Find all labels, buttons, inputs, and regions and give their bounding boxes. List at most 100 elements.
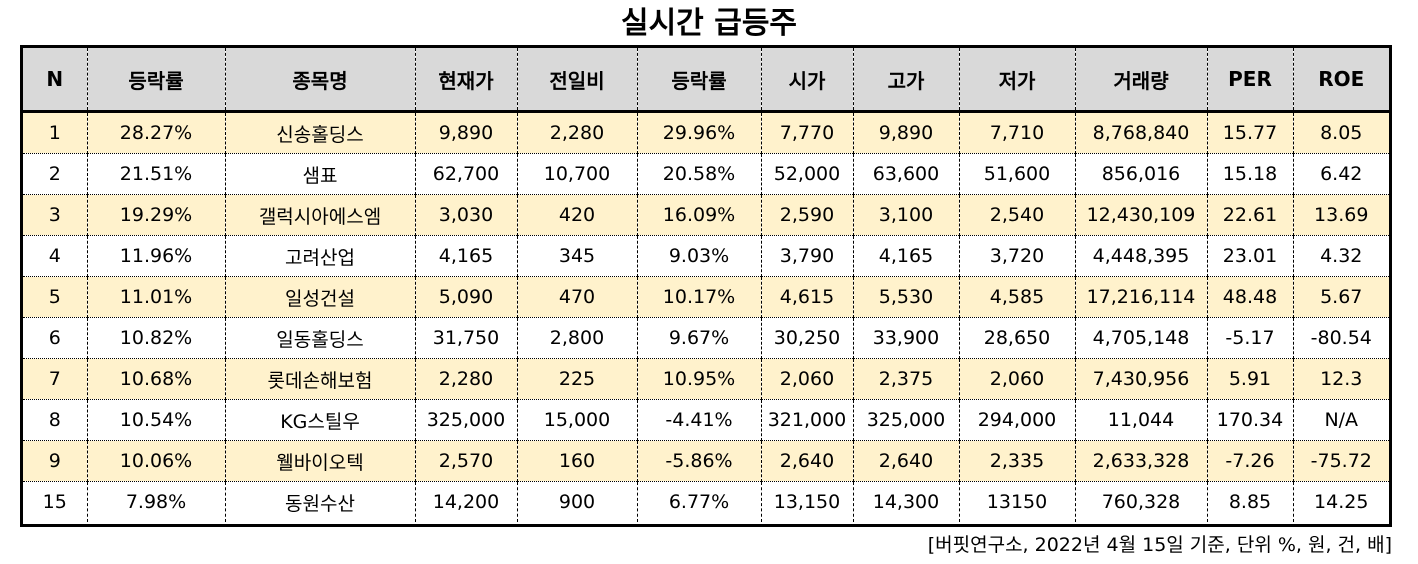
column-header-col-per: PER (1206, 48, 1293, 113)
table-cell-col-current-price: 2,280 (414, 358, 517, 400)
table-cell-col-per: 8.85 (1206, 481, 1293, 522)
table-cell-col-open: 13,150 (760, 481, 853, 522)
table-cell-col-high: 5,530 (852, 276, 959, 318)
table-cell-col-open: 321,000 (760, 399, 853, 441)
table-cell-col-open: 3,790 (760, 235, 853, 277)
table-cell-col-current-price: 31,750 (414, 317, 517, 359)
table-cell-col-roe: N/A (1292, 399, 1389, 441)
table-row: 6 10.82% 일동홀딩스 31,750 2,800 9.67% 30,250 33,900… (23, 317, 1389, 359)
table-cell-col-high: 325,000 (852, 399, 959, 441)
table-cell-col-stock-name: 갤럭시아에스엠 (224, 194, 415, 236)
table-cell-col-current-price: 2,570 (414, 440, 517, 482)
table-cell-col-stock-name: 웰바이오텍 (224, 440, 415, 482)
table-cell-col-per: 48.48 (1206, 276, 1293, 318)
column-header-col-open: 시가 (760, 48, 853, 113)
table-cell-col-n: 9 (23, 440, 87, 482)
table-cell-col-per: 170.34 (1206, 399, 1293, 441)
table-cell-col-prev-diff: 2,280 (516, 111, 637, 154)
table-cell-col-per: 15.77 (1206, 111, 1293, 154)
table-cell-col-roe: 6.42 (1292, 153, 1389, 195)
stock-table: N 등락률 종목명 현재가 전일비 등락률 시가 고가 저가 거래량 PER ROE 1 28.27% 신… (20, 45, 1392, 527)
table-cell-col-change-rate: 21.51% (86, 153, 225, 195)
table-row: 9 10.06% 웰바이오텍 2,570 160 -5.86% 2,640 2,640 2,33… (23, 440, 1389, 482)
table-row: 1 28.27% 신송홀딩스 9,890 2,280 29.96% 7,770 9,890 7,… (23, 111, 1389, 154)
page-title: 실시간 급등주 (620, 6, 798, 41)
column-header-col-current-price: 현재가 (414, 48, 517, 113)
table-cell-col-current-price: 14,200 (414, 481, 517, 522)
table-cell-col-high: 33,900 (852, 317, 959, 359)
table-cell-col-volume: 4,705,148 (1074, 317, 1207, 359)
table-cell-col-volume: 2,633,328 (1074, 440, 1207, 482)
table-cell-col-current-price: 325,000 (414, 399, 517, 441)
table-cell-col-high: 63,600 (852, 153, 959, 195)
table-cell-col-n: 4 (23, 235, 87, 277)
table-cell-col-high: 9,890 (852, 111, 959, 154)
table-cell-col-low: 2,540 (958, 194, 1075, 236)
table-cell-col-change-rate-2: 10.17% (636, 276, 761, 318)
table-cell-col-roe: 12.3 (1292, 358, 1389, 400)
table-cell-col-change-rate: 10.68% (86, 358, 225, 400)
source-note: [버핏연구소, 2022년 4월 15일 기준, 단위 %, 원, 건, 배] (927, 534, 1392, 556)
table-cell-col-prev-diff: 15,000 (516, 399, 637, 441)
table-cell-col-prev-diff: 225 (516, 358, 637, 400)
table-cell-col-high: 4,165 (852, 235, 959, 277)
table-cell-col-low: 294,000 (958, 399, 1075, 441)
table-cell-col-per: -5.17 (1206, 317, 1293, 359)
table-cell-col-volume: 7,430,956 (1074, 358, 1207, 400)
table-cell-col-roe: 13.69 (1292, 194, 1389, 236)
table-cell-col-open: 7,770 (760, 111, 853, 154)
table-cell-col-n: 6 (23, 317, 87, 359)
table-row: 8 10.54% KG스틸우 325,000 15,000 -4.41% 321,000 32… (23, 399, 1389, 441)
table-cell-col-open: 2,590 (760, 194, 853, 236)
table-cell-col-n: 5 (23, 276, 87, 318)
column-header-col-n: N (23, 48, 87, 113)
table-row: 5 11.01% 일성건설 5,090 470 10.17% 4,615 5,530 4,585… (23, 276, 1389, 318)
table-cell-col-open: 2,060 (760, 358, 853, 400)
table-cell-col-prev-diff: 345 (516, 235, 637, 277)
table-cell-col-volume: 17,216,114 (1074, 276, 1207, 318)
table-cell-col-low: 4,585 (958, 276, 1075, 318)
column-header-col-prev-diff: 전일비 (516, 48, 637, 113)
column-header-col-volume: 거래량 (1074, 48, 1207, 113)
table-cell-col-stock-name: KG스틸우 (224, 399, 415, 441)
table-cell-col-low: 2,060 (958, 358, 1075, 400)
table-cell-col-roe: 5.67 (1292, 276, 1389, 318)
table-cell-col-per: 23.01 (1206, 235, 1293, 277)
table-body: 1 28.27% 신송홀딩스 9,890 2,280 29.96% 7,770 9,890 7,… (23, 111, 1389, 522)
table-cell-col-volume: 760,328 (1074, 481, 1207, 522)
table-row: 4 11.96% 고려산업 4,165 345 9.03% 3,790 4,165 3,720 4… (23, 235, 1389, 277)
table-cell-col-change-rate: 28.27% (86, 111, 225, 154)
table-row: 3 19.29% 갤럭시아에스엠 3,030 420 16.09% 2,590 3,100 2,… (23, 194, 1389, 236)
table-cell-col-current-price: 3,030 (414, 194, 517, 236)
table-cell-col-stock-name: 롯데손해보험 (224, 358, 415, 400)
table-cell-col-change-rate-2: 20.58% (636, 153, 761, 195)
table-cell-col-roe: -80.54 (1292, 317, 1389, 359)
table-cell-col-prev-diff: 160 (516, 440, 637, 482)
table-cell-col-per: 22.61 (1206, 194, 1293, 236)
table-cell-col-change-rate: 11.96% (86, 235, 225, 277)
table-cell-col-change-rate: 19.29% (86, 194, 225, 236)
column-header-col-low: 저가 (958, 48, 1075, 113)
table-cell-col-n: 15 (42, 491, 67, 513)
table-cell-col-low: 28,650 (958, 317, 1075, 359)
table-cell-col-prev-diff: 900 (516, 481, 637, 522)
table-cell-col-per: 5.91 (1206, 358, 1293, 400)
table-cell-col-current-price: 9,890 (414, 111, 517, 154)
table-cell-col-open: 2,640 (760, 440, 853, 482)
table-cell-col-open: 30,250 (760, 317, 853, 359)
table-cell-col-per: 15.18 (1206, 153, 1293, 195)
table-cell-col-low: 3,720 (958, 235, 1075, 277)
table-cell-col-stock-name: 신송홀딩스 (224, 111, 415, 154)
table-cell-col-high: 2,375 (852, 358, 959, 400)
table-cell-col-low: 2,335 (958, 440, 1075, 482)
table-cell-col-volume: 11,044 (1074, 399, 1207, 441)
table-cell-col-volume: 12,430,109 (1074, 194, 1207, 236)
table-cell-col-current-price: 5,090 (414, 276, 517, 318)
table-header-row: N 등락률 종목명 현재가 전일비 등락률 시가 고가 저가 거래량 PER ROE (23, 48, 1389, 113)
table-cell-col-high: 14,300 (852, 481, 959, 522)
table-row: 15 7.98% 동원수산 14,200 900 6.77% 13,150 14,300 131… (23, 481, 1389, 522)
table-cell-col-change-rate-2: 6.77% (636, 481, 761, 522)
table-cell-col-change-rate: 10.82% (86, 317, 225, 359)
column-header-col-change-rate-2: 등락률 (636, 48, 761, 113)
table-cell-col-stock-name: 고려산업 (224, 235, 415, 277)
